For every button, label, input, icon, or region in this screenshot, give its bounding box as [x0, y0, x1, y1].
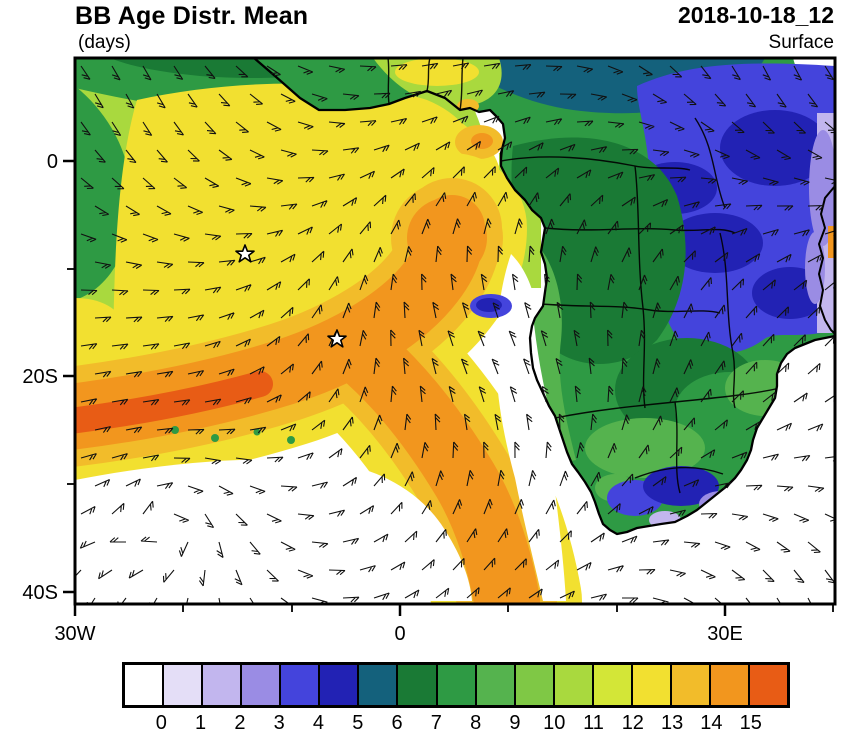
- colorbar-cell: [513, 665, 553, 705]
- colorbar-cell: [125, 665, 163, 705]
- colorbar-cell: [748, 665, 788, 705]
- plume-core-deep: [75, 371, 273, 434]
- colorbar-cells: [122, 662, 790, 708]
- colorbar-tick-label: 8: [470, 712, 482, 734]
- green-speckle: [171, 426, 179, 434]
- colorbar-cell: [435, 665, 475, 705]
- colorbar-tick-label: 1: [195, 712, 207, 734]
- plot-units-label: (days): [78, 32, 131, 53]
- country-borders: [387, 58, 781, 494]
- deepblue-patch: [720, 110, 830, 186]
- map-area: 0 20S 40S 30W 0 30E: [0, 55, 850, 650]
- colorbar-labels: 0 1 2 3 4 5 6 7 8 9 10 11 12 13 14 15: [122, 712, 790, 740]
- colorbar-tick-label: 4: [312, 712, 325, 734]
- deepblue-patch: [667, 213, 763, 273]
- colorbar-cell: [162, 665, 202, 705]
- star-marker-sthelena: [327, 329, 347, 348]
- land-green-patch: [585, 418, 705, 478]
- fresh-south: [75, 459, 472, 601]
- colorbar-tick-label: 7: [430, 712, 442, 734]
- colorbar-cell: [591, 665, 631, 705]
- land-shading: [373, 58, 835, 529]
- coastline: [253, 58, 835, 536]
- colorbar-cell: [474, 665, 514, 705]
- colorbar-cell: [630, 665, 670, 705]
- plot-timestamp: 2018-10-18_12: [677, 2, 834, 28]
- namib-white-strip: [525, 324, 574, 482]
- ytick-40s: 40S: [22, 582, 58, 604]
- map-canvas: 0 20S 40S 30W 0 30E: [22, 56, 837, 645]
- colorbar-tick-label: 6: [391, 712, 403, 734]
- plume-head-orange: [407, 198, 487, 278]
- east-coastline: [817, 185, 835, 335]
- colorbar-tick-label: 11: [583, 712, 604, 734]
- ytick-20s: 20S: [22, 366, 58, 388]
- colorbar-tick-label: 15: [739, 712, 762, 734]
- green-speckle: [211, 434, 219, 442]
- land-green-patch: [725, 360, 805, 416]
- colorbar-tick-label: 0: [155, 712, 167, 734]
- ytick-0: 0: [47, 151, 58, 173]
- southcoast-blue-patch: [643, 466, 719, 506]
- colorbar-cell: [240, 665, 280, 705]
- colorbar-tick-label: 10: [543, 712, 566, 734]
- colorbar: 0 1 2 3 4 5 6 7 8 9 10 11 12 13 14 15: [122, 650, 790, 740]
- colorbar-tick-label: 9: [509, 712, 521, 734]
- xtick-30w: 30W: [54, 623, 95, 645]
- colorbar-cell: [201, 665, 241, 705]
- colorbar-cell: [669, 665, 709, 705]
- colorbar-cell: [279, 665, 319, 705]
- bight-orange-patch: [471, 133, 493, 149]
- east-orange-sliver: [828, 226, 835, 258]
- colorbar-tick-label: 14: [700, 712, 723, 734]
- colorbar-tick-label: 13: [660, 712, 684, 734]
- plot-title: BB Age Distr. Mean: [75, 2, 309, 30]
- plot-frame: [73, 56, 837, 606]
- map-layers: [75, 58, 835, 604]
- colorbar-cell: [318, 665, 358, 705]
- colorbar-cell: [396, 665, 436, 705]
- green-speckle: [287, 436, 295, 444]
- green-speckle: [253, 428, 261, 436]
- plot-level-label: Surface: [768, 32, 834, 53]
- colorbar-cell: [357, 665, 397, 705]
- wind-barbs: [75, 62, 835, 604]
- colorbar-tick-label: 5: [352, 712, 364, 734]
- wind-barb-strokes: [75, 62, 835, 604]
- plot-header: BB Age Distr. Mean (days) 2018-10-18_12 …: [0, 0, 850, 55]
- colorbar-cell: [552, 665, 592, 705]
- colorbar-cell: [708, 665, 748, 705]
- axis-ticks: [63, 159, 834, 616]
- guinea-land-yellow: [395, 58, 479, 86]
- xtick-30e: 30E: [707, 623, 743, 645]
- colorbar-tick-label: 3: [273, 712, 285, 734]
- colorbar-tick-label: 12: [621, 712, 644, 734]
- colorbar-tick-label: 2: [234, 712, 246, 734]
- xtick-0: 0: [394, 623, 405, 645]
- star-marker-ascension: [235, 244, 255, 263]
